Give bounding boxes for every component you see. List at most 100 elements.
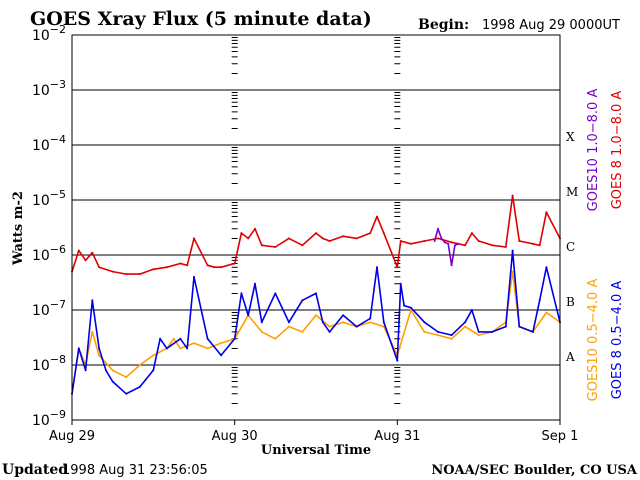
- updated-value: 1998 Aug 31 23:56:05: [62, 463, 208, 478]
- series-2-point-11: [179, 347, 182, 350]
- series-3-point-30: [369, 317, 372, 320]
- series-3-point-23: [287, 321, 290, 324]
- series-3-point-24: [301, 299, 304, 302]
- series-2-point-8: [152, 354, 155, 357]
- y-tick-label-10e-9: 10−9: [32, 408, 66, 429]
- y-tick-label-10e-4: 10−4: [32, 133, 66, 154]
- legend: GOES10 1.0−8.0 A GOES 8 1.0−8.0 A GOES10 0…: [586, 89, 625, 402]
- series-2-point-28: [409, 309, 412, 311]
- series-3-point-35: [403, 304, 406, 307]
- series-2-point-12: [193, 342, 195, 345]
- series-2-point-14: [220, 342, 223, 345]
- begin-value: 1998 Aug 29 0000UT: [482, 18, 620, 33]
- series-3-point-38: [437, 330, 439, 333]
- series-3: [71, 249, 561, 395]
- series-0-point-21: [274, 246, 277, 248]
- series-3-point-5: [104, 369, 107, 372]
- series-0-point-37: [450, 241, 453, 244]
- series-0-point-46: [538, 244, 541, 247]
- begin-label: Begin:: [418, 17, 469, 33]
- series-2-point-22: [328, 325, 331, 328]
- series-0-point-44: [518, 240, 521, 242]
- series-2-point-20: [301, 330, 304, 333]
- y-tick-label-10e-5: 10−5: [32, 188, 66, 209]
- series-3-point-43: [491, 330, 494, 333]
- series-0-point-7: [138, 273, 141, 276]
- updated-label: Updated: [2, 462, 68, 478]
- series-3-point-1: [77, 347, 80, 350]
- x-tick-label-0: Aug 29: [49, 429, 95, 444]
- series-3-point-44: [504, 325, 507, 328]
- series-0-point-40: [477, 240, 480, 242]
- series-0-point-17: [240, 232, 243, 235]
- series-0-point-14: [213, 266, 216, 269]
- series-0-point-15: [220, 266, 223, 269]
- series-0-point-47: [545, 211, 548, 214]
- series-0-point-30: [376, 215, 378, 218]
- series-2-point-18: [274, 337, 277, 340]
- series-3-point-47: [531, 330, 534, 333]
- series-2-point-39: [545, 311, 548, 314]
- series-2-point-30: [437, 334, 439, 337]
- minor-ticks-aug-30: [231, 37, 238, 421]
- series-0-point-3: [91, 251, 94, 254]
- series-2-point-3: [91, 330, 94, 333]
- series-3-point-19: [247, 314, 250, 317]
- series-0-point-23: [301, 244, 304, 247]
- series-3-point-32: [382, 321, 385, 324]
- series-0-point-24: [315, 232, 317, 235]
- series-0: [71, 194, 561, 276]
- series-3-point-21: [260, 321, 263, 324]
- x-axis-label: Universal Time: [261, 443, 371, 458]
- series-2-point-21: [315, 314, 317, 317]
- series-3-point-3: [91, 299, 94, 302]
- series-2-point-29: [423, 330, 426, 333]
- series-2: [71, 270, 561, 395]
- series-3-point-17: [233, 337, 236, 340]
- credit-text: NOAA/SEC Boulder, CO USA: [431, 463, 638, 478]
- series-line-1: [433, 228, 459, 267]
- x-tick-label-1: Aug 30: [212, 429, 258, 444]
- series-3-point-7: [125, 392, 128, 395]
- series-2-point-26: [382, 325, 385, 328]
- series-0-point-43: [511, 194, 514, 197]
- series-2-point-25: [369, 321, 372, 324]
- series-2-point-33: [477, 334, 480, 337]
- series-2-point-32: [464, 325, 467, 328]
- x-tick-label-2: Aug 31: [374, 429, 420, 444]
- series-0-point-10: [179, 262, 182, 265]
- series-3-point-22: [274, 292, 277, 295]
- series-3-point-11: [165, 347, 168, 350]
- series-3-point-12: [179, 337, 182, 340]
- series-1-point-1: [437, 227, 439, 230]
- series-3-point-46: [518, 325, 521, 328]
- x-axis-ticks: Aug 29 Aug 30 Aug 31 Sep 1: [49, 420, 578, 444]
- series-0-point-27: [342, 235, 345, 238]
- series-0-point-34: [409, 242, 412, 245]
- series-0-point-18: [247, 237, 250, 240]
- series-0-point-26: [328, 240, 331, 242]
- series-3-point-39: [450, 334, 453, 337]
- series-0-point-38: [464, 244, 467, 247]
- series-2-point-19: [287, 325, 290, 328]
- y-tick-label-10e-7: 10−7: [32, 298, 66, 319]
- series-2-point-6: [125, 376, 128, 379]
- series-0-point-9: [165, 266, 168, 269]
- flare-class-labels: X M C B A: [565, 130, 578, 364]
- chart-grid: [72, 34, 560, 421]
- series-0-point-13: [206, 264, 209, 267]
- minor-ticks-aug-31: [394, 37, 401, 421]
- series-0-point-32: [396, 266, 399, 269]
- series-0-point-4: [98, 266, 101, 269]
- flare-class-x: X: [566, 130, 575, 144]
- series-3-point-31: [376, 266, 378, 269]
- series-0-point-29: [369, 232, 372, 235]
- series-0-point-8: [152, 268, 155, 271]
- series-3-point-41: [470, 309, 473, 311]
- series-0-point-39: [470, 232, 473, 235]
- series-0-point-6: [125, 273, 128, 276]
- series-0-point-28: [355, 237, 358, 240]
- legend-entry-1: GOES10 1.0−8.0 A: [586, 89, 601, 212]
- series-0-point-31: [382, 232, 385, 235]
- series-2-point-10: [172, 337, 175, 340]
